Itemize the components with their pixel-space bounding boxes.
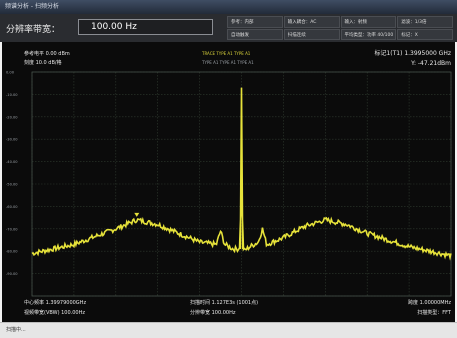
rbw-input[interactable]: 100.00 Hz [78, 19, 213, 35]
status-text: 扫描中... [6, 327, 26, 333]
sweep-time: 扫描时间 1.127E3s (1001点) [190, 299, 258, 306]
center-frequency: 中心频率 1.39979000GHz [24, 299, 86, 306]
plot-border [31, 71, 452, 297]
marker-triangle[interactable] [134, 212, 140, 217]
spectrum-trace [31, 87, 452, 261]
span: 跨度 1.00000MHz [408, 299, 451, 306]
top-toolbar: 分辨率带宽： 100.00 Hz 参考：内部 输入耦合：AC 输入：射频 滤波：… [0, 14, 457, 42]
spectrum-display[interactable]: 0.00 -10.00 -20.00 -30.00 -40.00 -50.00 -60.00… [2, 42, 455, 322]
marker-frequency: 标记1(T1) 1.3995000 GHz [374, 49, 451, 57]
spectrum-plot[interactable]: 0.00 -10.00 -20.00 -30.00 -40.00 -50.00 -60.00… [2, 42, 455, 322]
status-marker[interactable]: 标记：X [397, 28, 453, 40]
y-tick-label: -40.00 [6, 160, 18, 164]
resolution-bandwidth: 分辨带宽 100.00Hz [190, 309, 236, 316]
y-tick-label: -60.00 [6, 205, 18, 209]
y-tick-label: -80.00 [6, 250, 18, 254]
status-grid: 参考：内部 输入耦合：AC 输入：射频 滤波：1/3倍 自动触发 扫描连续 平均… [227, 16, 453, 40]
trace-info-1: TRACE TYPE A1 TYPE A1 [201, 51, 251, 56]
marker-level: Y: -47.21dBm [410, 60, 451, 67]
status-input[interactable]: 输入：射频 [340, 16, 397, 28]
status-filter[interactable]: 滤波：1/3倍 [397, 16, 453, 28]
window-title-bar: 频谱分析 - 扫频分析 [0, 0, 457, 14]
y-tick-label: 0.00 [6, 71, 15, 75]
video-bandwidth: 视频带宽(VBW) 100.00Hz [24, 309, 85, 316]
status-trigger[interactable]: 自动触发 [227, 28, 283, 40]
y-tick-labels: 0.00 -10.00 -20.00 -30.00 -40.00 -50.00 -60.00… [6, 71, 18, 277]
ref-level: 参考电平 0.00 dBm [24, 50, 70, 57]
trace-info-2: TYPE A1 TYPE A1 TYPE A1 [201, 60, 254, 65]
window-title: 频谱分析 - 扫频分析 [5, 3, 59, 10]
rbw-label: 分辨率带宽： [6, 25, 61, 35]
y-tick-label: -20.00 [6, 115, 18, 119]
status-bar: 扫描中... [0, 322, 457, 338]
y-tick-label: -30.00 [6, 138, 18, 142]
status-input-coupling[interactable]: 输入耦合：AC [283, 16, 340, 28]
status-reference[interactable]: 参考：内部 [227, 16, 283, 28]
status-sweep-mode[interactable]: 扫描连续 [283, 28, 340, 40]
y-tick-label: -90.00 [6, 272, 18, 276]
scale-per-div: 刻度 10.0 dB/格 [24, 59, 62, 66]
y-tick-label: -50.00 [6, 183, 18, 187]
y-tick-label: -70.00 [6, 227, 18, 231]
status-average[interactable]: 平均类型：功率 40/100 [340, 28, 397, 40]
sweep-type: 扫描类型：FFT [417, 309, 452, 316]
y-tick-label: -10.00 [6, 93, 18, 97]
